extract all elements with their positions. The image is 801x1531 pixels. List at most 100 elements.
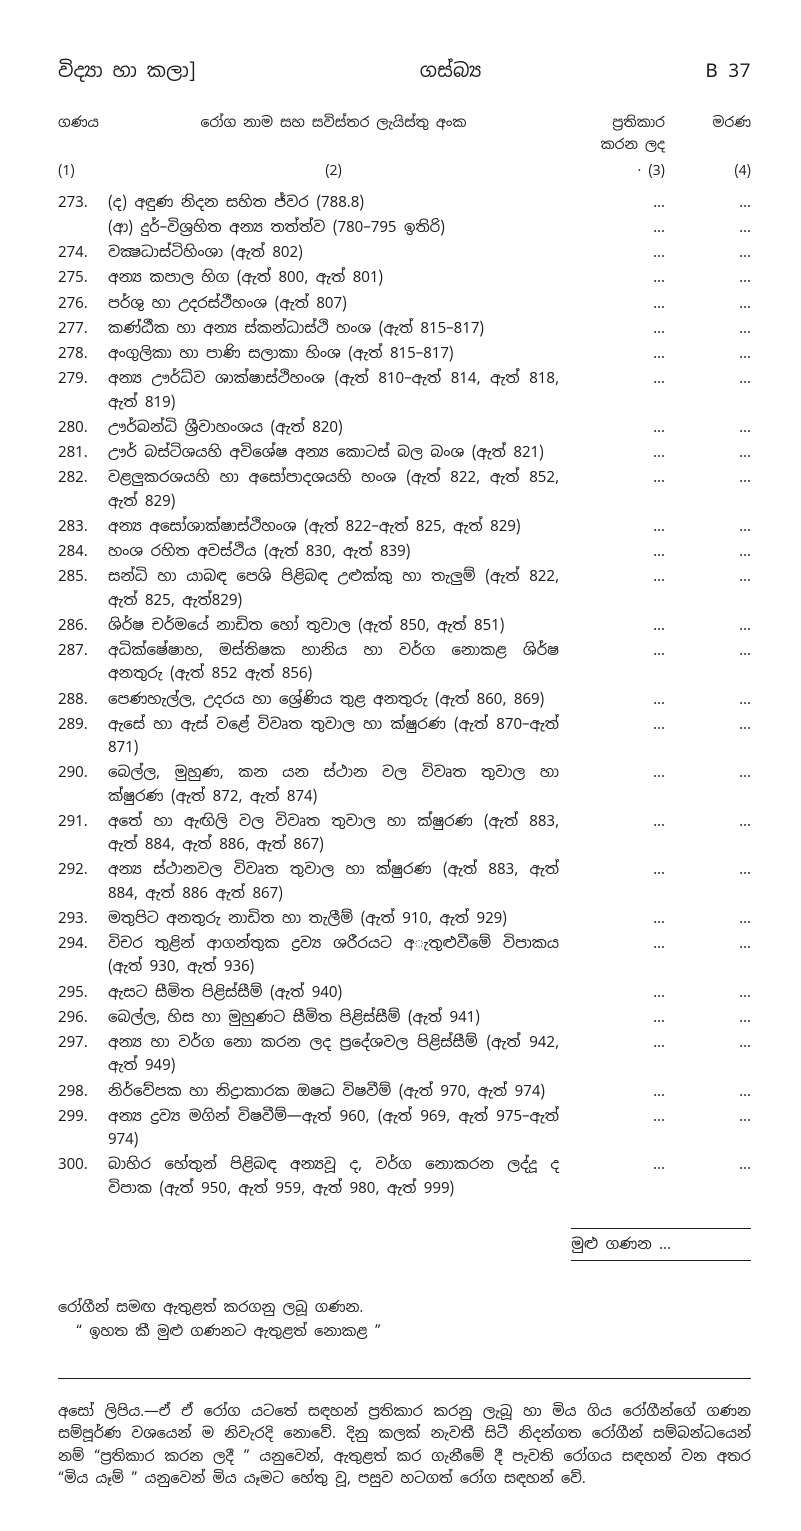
row-col3: … [565, 317, 665, 340]
row-number: 294. [58, 932, 102, 955]
entries-list: 273.(ද) අඳුණ නිදන සහිත ජ්වර (788.8)……(ආ)… [58, 191, 751, 1200]
row-col3: … [565, 1105, 665, 1128]
col3-sub: · (3) [565, 161, 665, 183]
table-row: 275.අන්‍ය කපාල හිග (ඇත් 800, ඇත් 801)…… [58, 266, 751, 289]
row-description: ශිර්ෂ චර්මයේ නාඩිත හෝ තුවාල (ඇත් 850, ඇත… [108, 614, 559, 637]
row-col4: … [671, 191, 751, 214]
row-col4: … [671, 614, 751, 637]
table-row: 294. විචර තුළින් ආගන්තුක ද්‍රව්‍ය ශරීරයට … [58, 932, 751, 979]
row-description: බාහිර හේතුන් පිළිබඳ අන්‍යවූ ද, වර්ග නොකර… [108, 1153, 559, 1200]
row-description: වළලුකරශයහි හා අසෝපාදශයහි හංශ (ඇත් 822, ඇ… [108, 466, 559, 513]
row-description: පෙණහැල්ල, උදරය හා ශ්‍රේණිය තුළ අනතුරු (ඇ… [108, 688, 559, 711]
row-description: ඌර් බස්ටිශයහි අවිශේෂ අන්‍ය කොටස් බල බංශ … [108, 441, 559, 464]
row-number: 277. [58, 317, 102, 340]
row-col4: … [671, 515, 751, 538]
col1-head: ගණය [58, 113, 102, 156]
row-description: සන්ධි හා යාබඳ පෙශි පිළිබඳ උළුක්කු හා තැල… [108, 565, 559, 612]
row-number: 274. [58, 241, 102, 264]
row-col4: … [671, 810, 751, 833]
total-label: මුළු ගණන … [571, 1228, 671, 1256]
footnote: අසෝ ලිපිය.—ඒ ඒ රෝග යටතේ සඳහන් ප්‍රතිකාර … [58, 1401, 751, 1491]
table-row: 298.නිර්වේපක හා නිද්‍රාකාරක ඔෂධ විෂවීම් … [58, 1080, 751, 1103]
row-description: අන්‍ය ඌර්ධ්ව ශාක්ෂාස්ථිහංශ (ඇත් 810–ඇත් … [108, 367, 559, 414]
row-col3: … [565, 216, 665, 239]
row-col4: … [671, 1080, 751, 1103]
row-number: 275. [58, 266, 102, 289]
row-description: අන්‍ය ස්ථානවල විවෘත තුවාල හා ක්ෂුරණ (ඇත්… [108, 858, 559, 905]
row-col3: … [565, 515, 665, 538]
table-row: 290. බෙල්ල, මුහුණ, කන යන ස්ථාන වල විවෘත ත… [58, 761, 751, 808]
table-row: 289.ඇසේ හා ඇස් වළේ විවෘත තුවාල හා ක්ෂුරණ… [58, 713, 751, 760]
row-description: බෙල්ල, මුහුණ, කන යන ස්ථාන වල විවෘත තුවාල… [108, 761, 559, 808]
row-col4: … [671, 317, 751, 340]
row-col4: … [671, 266, 751, 289]
table-row: 293.මතුපිට අනතුරු නාඩිත හා තැලීම් (ඇත් 9… [58, 907, 751, 930]
row-col3: … [565, 416, 665, 439]
col3-head-bot: කරන ලද [565, 135, 665, 157]
row-col3: … [565, 981, 665, 1004]
col1-sub: (1) [58, 161, 102, 183]
row-col4: … [671, 342, 751, 365]
table-row: 285. සන්ධි හා යාබඳ පෙශි පිළිබඳ උළුක්කු හා… [58, 565, 751, 612]
table-row: 286.ශිර්ෂ චර්මයේ නාඩිත හෝ තුවාල (ඇත් 850… [58, 614, 751, 637]
row-col3: … [565, 713, 665, 736]
row-description: පර්ශු හා උදරස්ථීහංශ (ඇත් 807) [108, 292, 559, 315]
row-description: අන්‍ය කපාල හිග (ඇත් 800, ඇත් 801) [108, 266, 559, 289]
col2-sub: (2) [108, 161, 559, 183]
row-col4: … [671, 639, 751, 662]
row-col4: … [671, 713, 751, 736]
table-row: 277.කණ්ඨීක හා අන්‍ය ස්කන්ධාස්ථි හංශ (ඇත්… [58, 317, 751, 340]
row-number: 296. [58, 1006, 102, 1029]
col4-head: මරණ [671, 113, 751, 156]
note-line2: “ ඉහත කී මුළු ගණනට ඇතුළත් නොකළ ” [58, 1321, 751, 1343]
row-number: 282. [58, 466, 102, 489]
row-number: 280. [58, 416, 102, 439]
row-col4: … [671, 466, 751, 489]
row-number: 298. [58, 1080, 102, 1103]
row-number: 285. [58, 565, 102, 588]
row-col3: … [565, 1031, 665, 1054]
row-col3: … [565, 565, 665, 588]
row-col3: … [565, 688, 665, 711]
row-col3: … [565, 810, 665, 833]
row-number: 284. [58, 540, 102, 563]
row-col4: … [671, 981, 751, 1004]
note-line1: රෝගීන් සමඟ ඇතුළත් කරගනු ලබූ ගණන. [58, 1297, 751, 1319]
row-col4: … [671, 1031, 751, 1054]
row-description: මතුපිට අනතුරු නාඩිත හා තැලීම් (ඇත් 910, … [108, 907, 559, 930]
row-number: 290. [58, 761, 102, 784]
row-description: ඇසට සීමිත පිළිස්සීම් (ඇත් 940) [108, 981, 559, 1004]
row-description: විචර තුළින් ආගන්තුක ද්‍රව්‍ය ශරීරයට අැතු… [108, 932, 559, 979]
row-col4: … [671, 367, 751, 390]
table-row: 276.පර්ශු හා උදරස්ථීහංශ (ඇත් 807)…… [58, 292, 751, 315]
table-row: 283.අන්‍ය අසෝශාක්ෂාස්ථිහංශ (ඇත් 822–ඇත් … [58, 515, 751, 538]
row-number: 276. [58, 292, 102, 315]
row-col3: … [565, 907, 665, 930]
row-number: 278. [58, 342, 102, 365]
row-col3: … [565, 614, 665, 637]
row-col3: … [565, 1006, 665, 1029]
row-description: වක්‍ෂධාස්ටිහිංශා (ඇත් 802) [108, 241, 559, 264]
row-number: 297. [58, 1031, 102, 1054]
row-number: 281. [58, 441, 102, 464]
col2-head: රෝග නාම සහ සවිස්තර ලැයිස්තු අංක [108, 113, 559, 156]
row-description: බෙල්ල, හිස හා මුහුණට සීමිත පිළිස්සීම් (ඇ… [108, 1006, 559, 1029]
row-col4: … [671, 216, 751, 239]
table-row: 278. අංගුලිකා හා පාණි සලාකා හිංශ (ඇත් 815… [58, 342, 751, 365]
row-col3: … [565, 241, 665, 264]
table-row: 288.පෙණහැල්ල, උදරය හා ශ්‍රේණිය තුළ අනතුර… [58, 688, 751, 711]
row-number: 299. [58, 1105, 102, 1128]
row-description: අන්‍ය හා වර්ග නො කරන ලද ප්‍රදේශවල පිළිස්… [108, 1031, 559, 1078]
row-description: ඌර්බන්ධි ශ්‍රීවාහංශය (ඇත් 820) [108, 416, 559, 439]
row-col4: … [671, 932, 751, 955]
row-col4: … [671, 565, 751, 588]
row-number: 273. [58, 191, 102, 214]
row-col3: … [565, 367, 665, 390]
row-number: 279. [58, 367, 102, 390]
table-row: 295.ඇසට සීමිත පිළිස්සීම් (ඇත් 940)…… [58, 981, 751, 1004]
row-number: 289. [58, 713, 102, 736]
table-row: 274.වක්‍ෂධාස්ටිහිංශා (ඇත් 802)…… [58, 241, 751, 264]
running-head-center: ගස්බ්‍ය [420, 56, 482, 85]
row-col4: … [671, 441, 751, 464]
row-description: අංගුලිකා හා පාණි සලාකා හිංශ (ඇත් 815–817… [108, 342, 559, 365]
